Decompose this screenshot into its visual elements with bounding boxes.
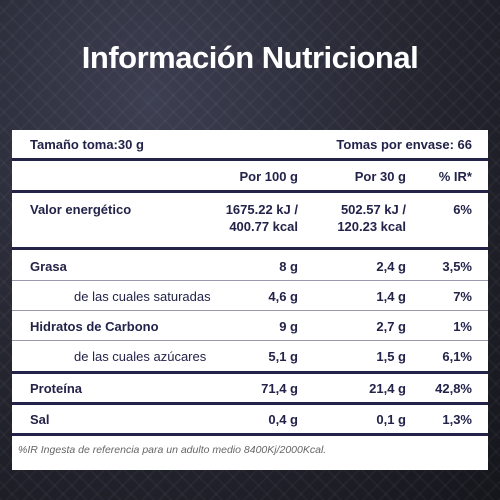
divider <box>12 190 488 193</box>
footnote: %IR Ingesta de referencia para un adulto… <box>18 444 327 456</box>
cell: 4,6 g <box>268 289 298 304</box>
divider <box>12 433 488 436</box>
row-label: Proteína <box>30 381 83 396</box>
cell: 6% <box>453 202 472 217</box>
cell: 71,4 g <box>261 381 298 396</box>
divider <box>12 310 488 311</box>
divider <box>12 247 488 250</box>
row-label: de las cuales saturadas <box>74 289 211 304</box>
servings: Tomas por envase: 66 <box>336 137 472 152</box>
nutrition-table: Tamaño toma:30 g Tomas por envase: 66 Po… <box>12 130 488 470</box>
column-header: Por 30 g <box>354 169 406 184</box>
cell: 0,1 g <box>376 412 406 427</box>
cell: 5,1 g <box>268 349 298 364</box>
cell: 7% <box>453 289 472 304</box>
divider <box>12 402 488 405</box>
cell: 1,3% <box>442 412 472 427</box>
divider <box>12 158 488 161</box>
cell: 21,4 g <box>369 381 406 396</box>
cell: 6,1% <box>442 349 472 364</box>
divider <box>12 340 488 341</box>
cell: 120.23 kcal <box>337 219 406 234</box>
cell: 42,8% <box>435 381 472 396</box>
row-label: de las cuales azúcares <box>74 349 207 364</box>
cell: 1,4 g <box>376 289 406 304</box>
cell: 1675.22 kJ / <box>225 202 298 217</box>
column-header: Por 100 g <box>239 169 298 184</box>
cell: 9 g <box>279 319 298 334</box>
cell: 1% <box>453 319 472 334</box>
title: Información Nutricional <box>81 40 419 75</box>
divider <box>12 371 488 374</box>
cell: 2,7 g <box>376 319 406 334</box>
divider <box>12 280 488 281</box>
cell: 2,4 g <box>376 259 406 274</box>
row-label: Hidratos de Carbono <box>30 319 159 334</box>
cell: 502.57 kJ / <box>340 202 406 217</box>
row-label: Valor energético <box>30 202 132 217</box>
cell: 1,5 g <box>376 349 406 364</box>
cell: 0,4 g <box>268 412 298 427</box>
column-header: % IR* <box>438 169 472 184</box>
row-label: Grasa <box>30 259 67 274</box>
cell: 8 g <box>279 259 298 274</box>
row-label: Sal <box>30 412 50 427</box>
serving-size: Tamaño toma:30 g <box>30 137 144 152</box>
cell: 400.77 kcal <box>229 219 298 234</box>
cell: 3,5% <box>442 259 472 274</box>
